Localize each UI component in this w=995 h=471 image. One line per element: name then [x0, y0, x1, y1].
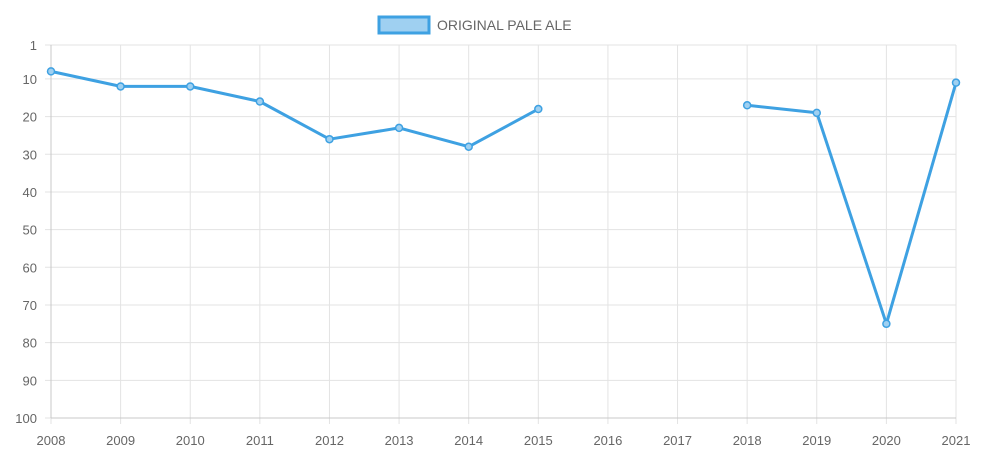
x-tick-label: 2009: [106, 433, 135, 448]
data-point[interactable]: [464, 142, 473, 151]
x-tick-label: 2012: [315, 433, 344, 448]
y-tick-label: 1: [30, 38, 37, 53]
x-tick-label: 2010: [176, 433, 205, 448]
y-tick-label: 10: [23, 72, 37, 87]
y-tick-label: 80: [23, 336, 37, 351]
x-tick-label: 2016: [593, 433, 622, 448]
y-tick-label: 70: [23, 298, 37, 313]
x-tick-label: 2017: [663, 433, 692, 448]
legend-label[interactable]: ORIGINAL PALE ALE: [437, 17, 572, 33]
x-tick-label: 2018: [733, 433, 762, 448]
data-point[interactable]: [185, 82, 195, 91]
x-tick-label: 2015: [524, 433, 553, 448]
data-point[interactable]: [394, 123, 404, 133]
data-point[interactable]: [116, 82, 125, 91]
legend-swatch[interactable]: [377, 15, 431, 35]
y-tick-label: 90: [23, 373, 37, 388]
x-tick-label: 2020: [872, 433, 901, 448]
x-tick-label: 2011: [246, 433, 274, 448]
series-line: [49, 69, 540, 149]
series-line: [745, 81, 958, 326]
y-tick-label: 20: [23, 110, 37, 125]
y-tick-label: 100: [15, 411, 37, 426]
x-tick-label: 2021: [942, 433, 971, 448]
y-tick-label: 40: [23, 185, 37, 200]
legend[interactable]: ORIGINAL PALE ALE: [377, 15, 572, 35]
data-point[interactable]: [882, 319, 891, 329]
x-tick-label: 2019: [802, 433, 831, 448]
x-tick-label: 2014: [454, 433, 483, 448]
x-tick-label: 2008: [37, 433, 66, 448]
data-point[interactable]: [255, 97, 265, 106]
grid: [45, 44, 957, 424]
series-layer: [46, 67, 961, 329]
data-point[interactable]: [325, 134, 334, 144]
data-point[interactable]: [951, 78, 961, 87]
y-tick-label: 60: [23, 260, 37, 275]
y-tick-label: 50: [23, 223, 37, 238]
data-point[interactable]: [46, 67, 56, 76]
y-tick-label: 30: [23, 147, 37, 162]
data-point[interactable]: [534, 104, 543, 114]
x-tick-label: 2013: [385, 433, 414, 448]
data-point[interactable]: [742, 101, 752, 110]
data-point[interactable]: [812, 108, 822, 118]
